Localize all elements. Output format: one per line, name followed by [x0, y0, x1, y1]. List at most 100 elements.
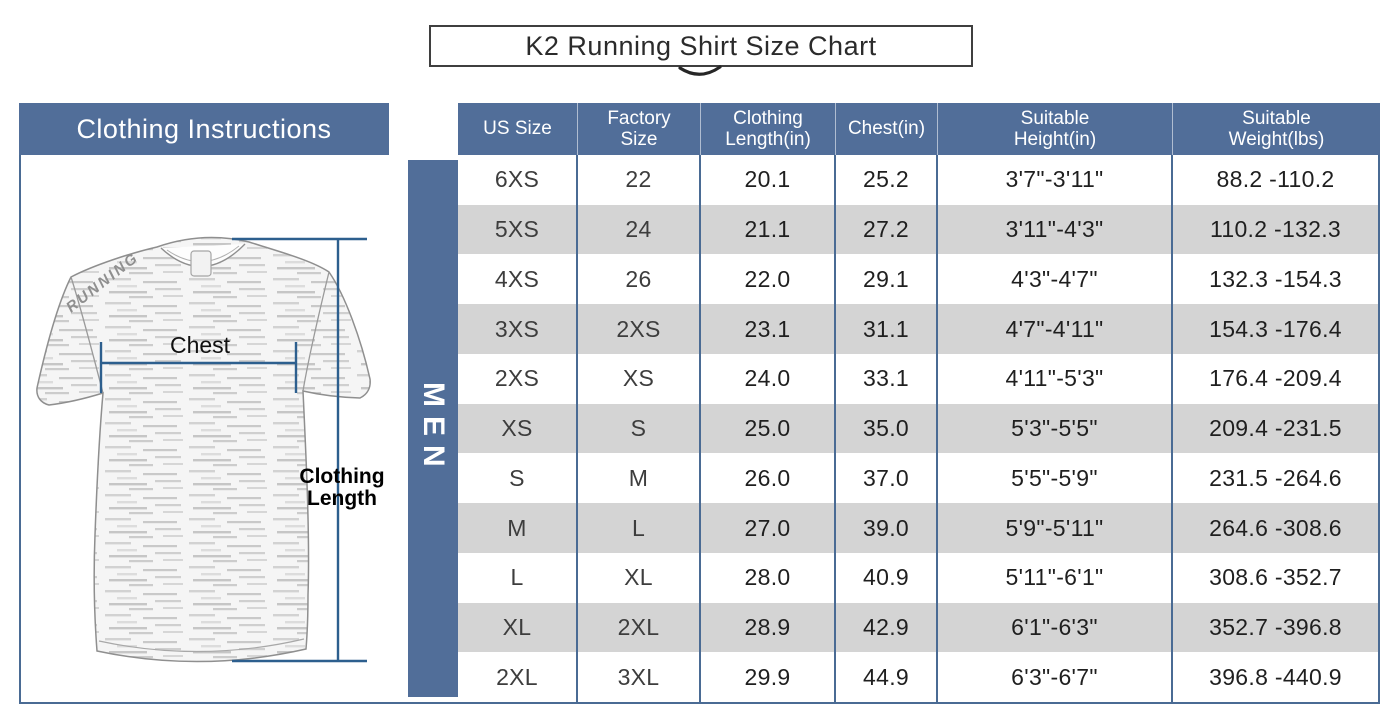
table-cell: 22.0	[701, 254, 836, 305]
table-cell: 25.2	[836, 155, 938, 205]
table-cell: 154.3 -176.4	[1173, 304, 1380, 354]
table-cell: 5'11"-6'1"	[938, 552, 1173, 603]
table-cell: M	[458, 503, 578, 553]
table-cell: L	[578, 503, 701, 553]
table-cell: 27.0	[701, 503, 836, 553]
hem-line	[98, 638, 305, 653]
table-cell: L	[458, 552, 578, 603]
table-cell: 110.2 -132.3	[1173, 204, 1380, 255]
table-cell: 6'1"-6'3"	[938, 602, 1173, 653]
panel-left-border	[19, 155, 21, 704]
table-cell: 5'9"-5'11"	[938, 503, 1173, 553]
table-cell: 26	[578, 254, 701, 305]
table-cell: 44.9	[836, 652, 938, 703]
table-cell: 308.6 -352.7	[1173, 552, 1380, 603]
clothing-instructions-header: Clothing Instructions	[19, 103, 389, 155]
table-cell: 132.3 -154.3	[1173, 254, 1380, 305]
table-cell: 2XS	[578, 304, 701, 354]
table-row: 6XS 22 20.1 25.2 3'7"-3'11" 88.2 -110.2	[458, 155, 1380, 205]
table-cell: 42.9	[836, 602, 938, 653]
table-cell: 39.0	[836, 503, 938, 553]
table-cell: 29.1	[836, 254, 938, 305]
table-cell: 24	[578, 204, 701, 255]
men-gender-band: MEN	[408, 160, 458, 697]
chest-measure-line	[99, 342, 298, 393]
column-header: US Size	[458, 103, 578, 155]
shirt-outline	[36, 236, 371, 663]
clothing-instructions-label: Clothing Instructions	[76, 113, 332, 144]
table-cell: 3'7"-3'11"	[938, 155, 1173, 205]
table-cell: 22	[578, 155, 701, 205]
table-cell: 3'11"-4'3"	[938, 204, 1173, 255]
column-header: Chest(in)	[836, 103, 938, 155]
table-cell: 5'5"-5'9"	[938, 453, 1173, 504]
clothing-instructions-panel: Clothing Instructions MEN	[19, 103, 458, 704]
table-cell: 35.0	[836, 403, 938, 454]
table-cell: 33.1	[836, 353, 938, 404]
table-cell: 2XL	[458, 652, 578, 703]
clothing-length-label-line1: Clothing	[299, 465, 385, 488]
table-cell: 352.7 -396.8	[1173, 602, 1380, 653]
table-cell: 28.0	[701, 552, 836, 603]
table-row: XL 2XL 28.9 42.9 6'1"-6'3" 352.7 -396.8	[458, 602, 1380, 653]
table-cell: 29.9	[701, 652, 836, 703]
table-cell: 176.4 -209.4	[1173, 353, 1380, 404]
table-cell: 21.1	[701, 204, 836, 255]
panel-bottom-border	[19, 702, 458, 704]
table-cell: 2XS	[458, 353, 578, 404]
table-row: 2XL 3XL 29.9 44.9 6'3"-6'7" 396.8 -440.9	[458, 652, 1380, 703]
column-header: Clothing Length(in)	[701, 103, 836, 155]
column-header: Suitable Weight(lbs)	[1173, 103, 1380, 155]
table-row: S M 26.0 37.0 5'5"-5'9" 231.5 -264.6	[458, 453, 1380, 504]
shirt-illustration: RUNNING	[36, 236, 371, 663]
size-table-body: 6XS 22 20.1 25.2 3'7"-3'11" 88.2 -110.2 5XS 24 2…	[458, 155, 1380, 703]
table-cell: 5'3"-5'5"	[938, 403, 1173, 454]
table-row: XS S 25.0 35.0 5'3"-5'5" 209.4 -231.5	[458, 403, 1380, 454]
table-cell: 209.4 -231.5	[1173, 403, 1380, 454]
table-cell: 31.1	[836, 304, 938, 354]
chest-label: Chest	[169, 332, 231, 358]
page-title: K2 Running Shirt Size Chart	[429, 25, 973, 67]
table-cell: 88.2 -110.2	[1173, 155, 1380, 205]
table-cell: 28.9	[701, 602, 836, 653]
table-cell: 3XS	[458, 304, 578, 354]
table-cell: 27.2	[836, 204, 938, 255]
table-row: 4XS 26 22.0 29.1 4'3"-4'7" 132.3 -154.3	[458, 254, 1380, 305]
table-row: L XL 28.0 40.9 5'11"-6'1" 308.6 -352.7	[458, 552, 1380, 603]
table-cell: 6XS	[458, 155, 578, 205]
table-cell: 2XL	[578, 602, 701, 653]
table-cell: 23.1	[701, 304, 836, 354]
table-cell: 396.8 -440.9	[1173, 652, 1380, 703]
table-cell: 24.0	[701, 353, 836, 404]
table-row: 2XS XS 24.0 33.1 4'11"-5'3" 176.4 -209.4	[458, 353, 1380, 404]
table-cell: 4'3"-4'7"	[938, 254, 1173, 305]
table-cell: S	[458, 453, 578, 504]
table-cell: 4XS	[458, 254, 578, 305]
table-cell: 25.0	[701, 403, 836, 454]
table-cell: M	[578, 453, 701, 504]
column-header: Suitable Height(in)	[938, 103, 1173, 155]
size-table: US Size Factory Size Clothing Length(in) Ch…	[458, 103, 1380, 704]
table-cell: 4'7"-4'11"	[938, 304, 1173, 354]
table-cell: 5XS	[458, 204, 578, 255]
table-row: M L 27.0 39.0 5'9"-5'11" 264.6 -308.6	[458, 503, 1380, 553]
table-cell: 231.5 -264.6	[1173, 453, 1380, 504]
table-cell: S	[578, 403, 701, 454]
size-table-header-row: US Size Factory Size Clothing Length(in) Ch…	[458, 103, 1380, 155]
table-cell: 3XL	[578, 652, 701, 703]
length-measure-line	[232, 237, 367, 663]
shirt-measurement-diagram: RUNNING Chest Clothing Length	[19, 155, 408, 704]
table-cell: XL	[578, 552, 701, 603]
column-header: Factory Size	[578, 103, 701, 155]
table-cell: XS	[578, 353, 701, 404]
smile-curve-icon	[678, 65, 722, 76]
table-row: 3XS 2XS 23.1 31.1 4'7"-4'11" 154.3 -176.4	[458, 304, 1380, 354]
table-cell: XL	[458, 602, 578, 653]
clothing-length-label-line2: Length	[307, 487, 377, 510]
table-cell: 4'11"-5'3"	[938, 353, 1173, 404]
clothing-length-label: Clothing Length	[272, 466, 412, 510]
table-cell: 26.0	[701, 453, 836, 504]
table-row: 5XS 24 21.1 27.2 3'11"-4'3" 110.2 -132.3	[458, 204, 1380, 255]
table-cell: XS	[458, 403, 578, 454]
